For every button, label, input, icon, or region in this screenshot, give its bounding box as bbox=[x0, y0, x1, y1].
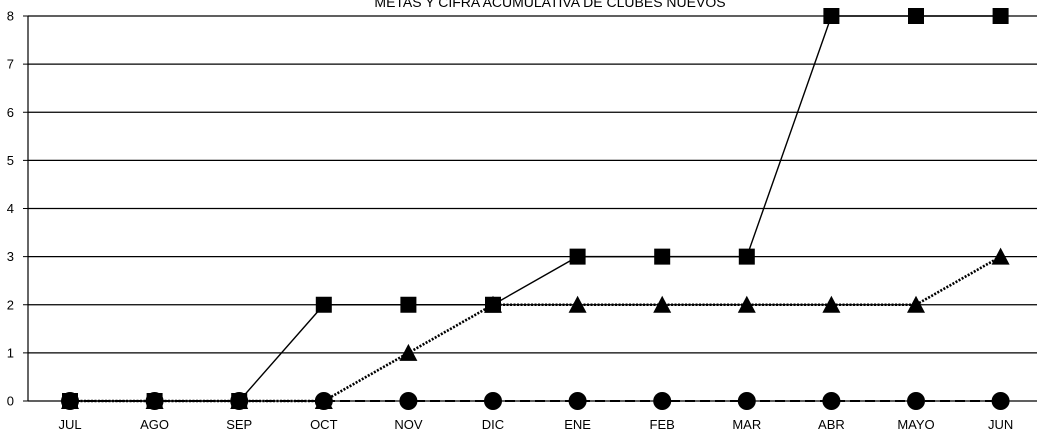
axes bbox=[23, 15, 29, 402]
x-tick-label-feb: FEB bbox=[650, 417, 675, 430]
triangle-marker-feb bbox=[653, 295, 672, 313]
y-tick-label-3: 3 bbox=[7, 249, 14, 264]
x-tick-label-mayo: MAYO bbox=[897, 417, 934, 430]
triangle-marker-dic bbox=[484, 295, 502, 313]
y-tick-label-7: 7 bbox=[7, 57, 14, 72]
circle-marker-ago bbox=[145, 392, 164, 410]
circle-marker-nov bbox=[399, 392, 418, 410]
x-tick-label-sep: SEP bbox=[226, 417, 252, 430]
circle-marker-jun bbox=[991, 392, 1010, 410]
y-tick-label-8: 8 bbox=[7, 9, 14, 24]
circle-marker-jul bbox=[61, 392, 79, 410]
y-tick-label-6: 6 bbox=[7, 105, 14, 120]
gridlines bbox=[28, 15, 1037, 402]
triangle-marker-nov bbox=[399, 343, 418, 361]
square-marker-nov bbox=[400, 296, 417, 313]
circle-marker-sep bbox=[230, 392, 249, 410]
x-tick-label-ene: ENE bbox=[564, 417, 591, 430]
triangle-marker-mayo bbox=[907, 295, 925, 313]
x-tick-labels: JUL AGO SEP OCT NOV DIC ENE FEB MAR ABR MAYO JUN bbox=[58, 417, 1013, 430]
chart-title: METAS Y CIFRA ACUMULATIVA DE CLUBES NUEV… bbox=[374, 0, 726, 10]
triangle-marker-jun bbox=[991, 247, 1010, 265]
square-marker-ene bbox=[569, 248, 586, 265]
x-tick-label-nov: NOV bbox=[394, 417, 423, 430]
circle-marker-mayo bbox=[907, 392, 925, 410]
y-tick-label-5: 5 bbox=[7, 153, 14, 168]
series-line-triangle bbox=[70, 255, 1002, 403]
circle-marker-abr bbox=[822, 392, 841, 410]
circle-marker-dic bbox=[484, 392, 502, 410]
triangle-marker-mar bbox=[737, 295, 756, 313]
square-marker-mayo bbox=[908, 8, 924, 24]
circle-marker-mar bbox=[737, 392, 756, 410]
circle-marker-oct bbox=[314, 392, 333, 410]
triangle-marker-abr bbox=[822, 295, 841, 313]
x-tick-label-oct: OCT bbox=[310, 417, 338, 430]
x-tick-label-mar: MAR bbox=[732, 417, 761, 430]
square-marker-oct bbox=[315, 296, 332, 313]
series-lines bbox=[70, 15, 1002, 403]
triangle-marker-ene bbox=[568, 295, 587, 313]
square-marker-abr bbox=[823, 8, 840, 24]
x-tick-label-jul: JUL bbox=[58, 417, 81, 430]
y-tick-labels: 0 1 2 3 4 5 6 7 8 bbox=[7, 9, 14, 409]
square-marker-jun bbox=[992, 8, 1009, 24]
square-marker-feb bbox=[654, 248, 671, 265]
circle-marker-ene bbox=[568, 392, 587, 410]
y-tick-label-4: 4 bbox=[7, 201, 14, 216]
square-marker-mar bbox=[738, 248, 755, 265]
y-tick-label-2: 2 bbox=[7, 297, 14, 312]
x-tick-label-ago: AGO bbox=[140, 417, 169, 430]
x-tick-label-abr: ABR bbox=[818, 417, 845, 430]
circle-marker-feb bbox=[653, 392, 672, 410]
series-markers bbox=[61, 8, 1010, 410]
x-tick-label-jun: JUN bbox=[988, 417, 1013, 430]
y-tick-label-0: 0 bbox=[7, 394, 14, 409]
y-tick-label-1: 1 bbox=[7, 345, 14, 360]
x-tick-label-dic: DIC bbox=[482, 417, 504, 430]
